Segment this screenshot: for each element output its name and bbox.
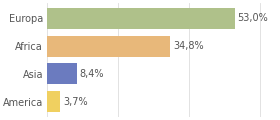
Bar <box>47 63 77 84</box>
Bar <box>47 8 235 29</box>
Text: 34,8%: 34,8% <box>173 41 204 51</box>
Text: 8,4%: 8,4% <box>80 69 104 79</box>
Bar <box>47 36 170 57</box>
Text: 3,7%: 3,7% <box>63 97 88 107</box>
Text: 53,0%: 53,0% <box>238 13 268 23</box>
Bar <box>47 91 60 112</box>
